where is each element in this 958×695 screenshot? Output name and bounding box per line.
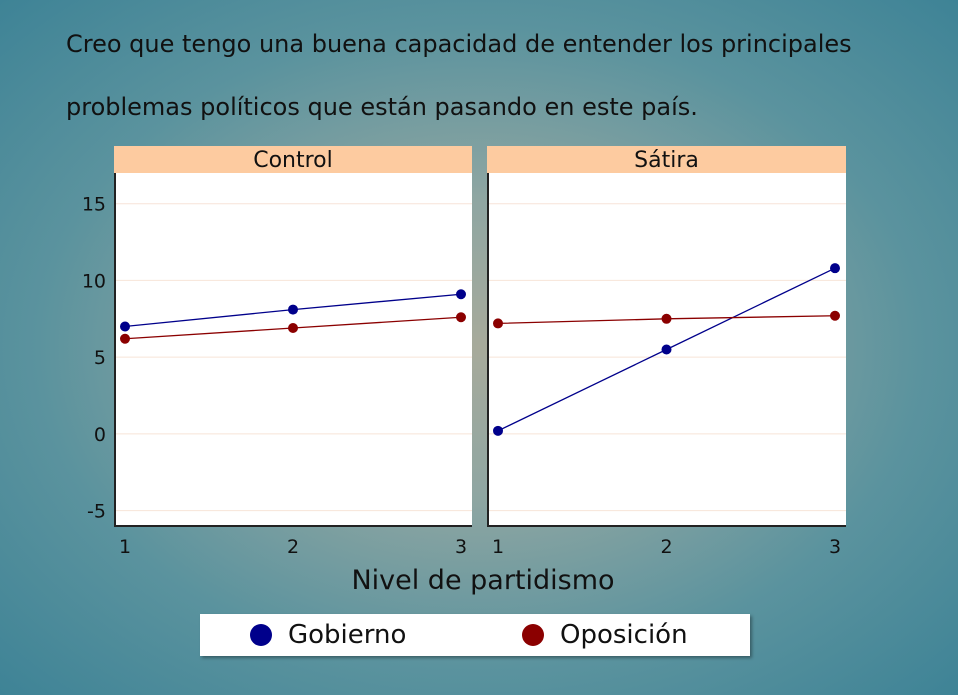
data-point-oposicion xyxy=(661,313,672,324)
x-tick-label: 1 xyxy=(119,536,131,558)
y-tick-label: 15 xyxy=(82,194,106,216)
data-point-gobierno xyxy=(288,304,298,315)
y-tick-label: 0 xyxy=(94,424,106,446)
x-tick-label: 1 xyxy=(492,536,504,558)
legend-label-gobierno: Gobierno xyxy=(288,620,407,650)
data-point-gobierno xyxy=(456,289,466,300)
data-point-oposicion xyxy=(120,333,130,344)
panel-control-background xyxy=(114,173,472,526)
data-point-oposicion xyxy=(493,318,503,329)
y-tick-label: 10 xyxy=(82,270,106,292)
x-tick-label: 2 xyxy=(660,536,672,558)
legend-label-oposicion: Oposición xyxy=(560,620,688,650)
chart-title-line-2: problemas políticos que están pasando en… xyxy=(66,93,698,121)
x-axis-label: Nivel de partidismo xyxy=(351,565,614,596)
panel-control-title: Control xyxy=(253,148,333,173)
legend: Gobierno Oposición xyxy=(200,614,750,656)
legend-item-oposicion: Oposición xyxy=(522,614,688,656)
panel-control-strip xyxy=(114,146,472,173)
data-point-gobierno xyxy=(493,425,503,436)
legend-marker-oposicion xyxy=(522,624,544,646)
x-tick-label: 3 xyxy=(455,536,467,558)
legend-item-gobierno: Gobierno xyxy=(250,614,406,656)
y-tick-label: 5 xyxy=(94,347,106,369)
data-point-gobierno xyxy=(830,263,840,274)
data-point-gobierno xyxy=(661,344,672,355)
data-point-oposicion xyxy=(830,310,840,321)
data-point-oposicion xyxy=(288,323,298,334)
legend-marker-gobierno xyxy=(250,624,272,646)
x-tick-label: 3 xyxy=(829,536,841,558)
panel-satira-title: Sátira xyxy=(634,148,699,173)
x-tick-label: 2 xyxy=(287,536,299,558)
y-tick-label: -5 xyxy=(87,501,106,523)
panel-satira-strip xyxy=(487,146,846,173)
data-point-gobierno xyxy=(120,321,130,332)
chart-title-line-1: Creo que tengo una buena capacidad de en… xyxy=(66,30,852,58)
data-point-oposicion xyxy=(456,312,466,323)
